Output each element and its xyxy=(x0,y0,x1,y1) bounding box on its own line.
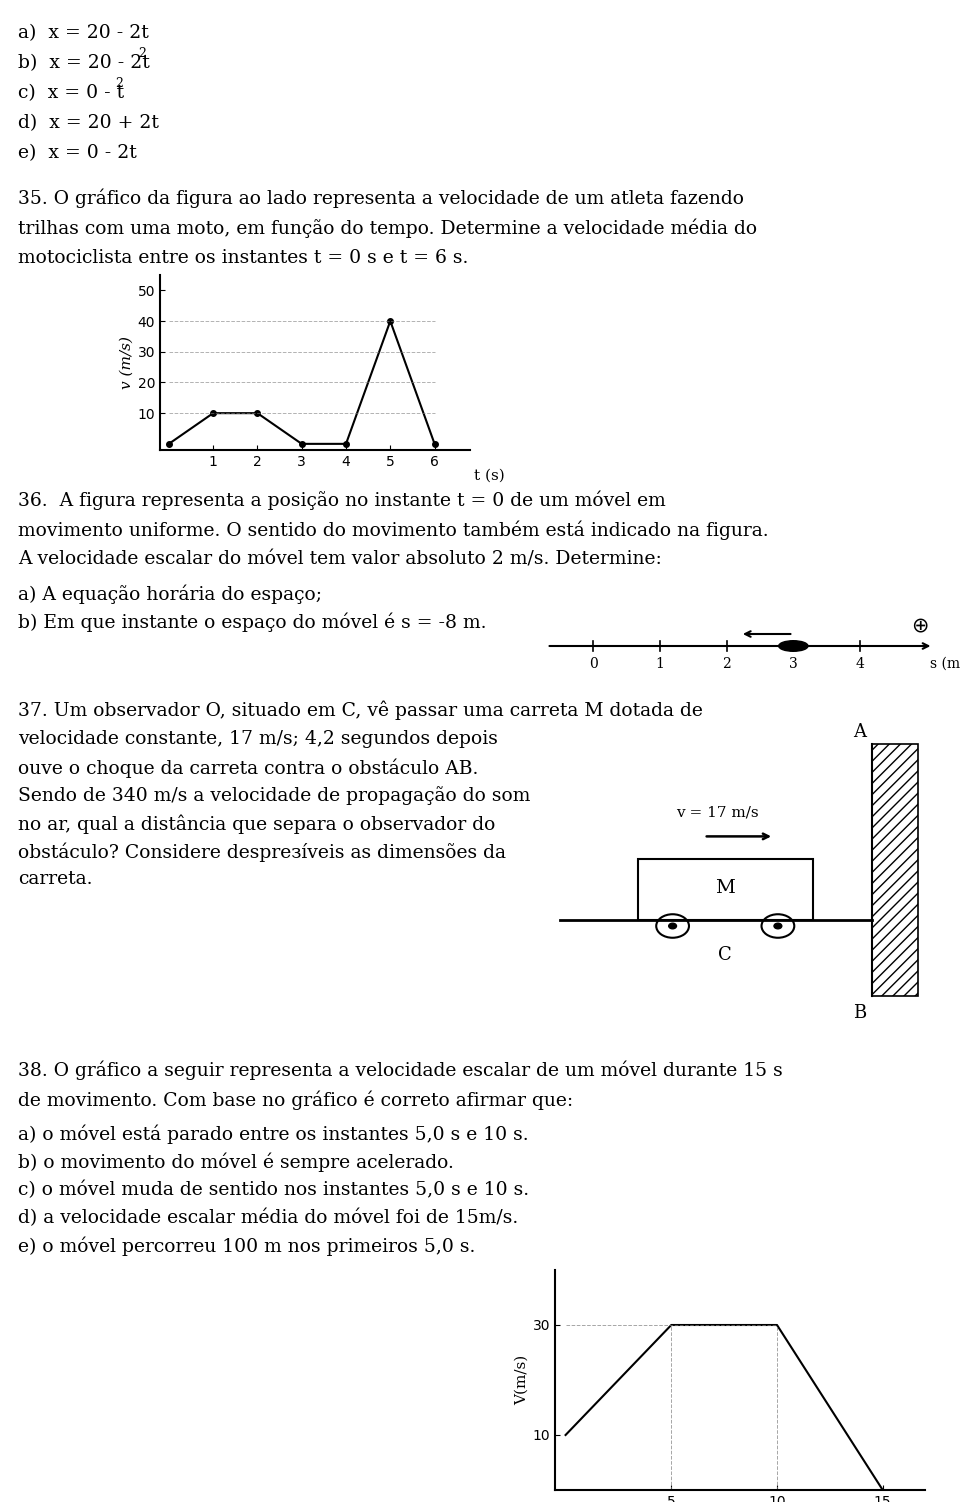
Text: c) o móvel muda de sentido nos instantes 5,0 s e 10 s.: c) o móvel muda de sentido nos instantes… xyxy=(18,1181,529,1200)
Text: c)  x = 0 - t: c) x = 0 - t xyxy=(18,84,124,102)
Text: 37. Um observador O, situado em C, vê passar uma carreta M dotada de: 37. Um observador O, situado em C, vê pa… xyxy=(18,700,703,719)
Text: a) o móvel está parado entre os instantes 5,0 s e 10 s.: a) o móvel está parado entre os instante… xyxy=(18,1125,529,1145)
Text: ouve o choque da carreta contra o obstáculo AB.: ouve o choque da carreta contra o obstác… xyxy=(18,759,478,778)
Text: A velocidade escalar do móvel tem valor absoluto 2 m/s. Determine:: A velocidade escalar do móvel tem valor … xyxy=(18,550,661,568)
Text: d) a velocidade escalar média do móvel foi de 15m/s.: d) a velocidade escalar média do móvel f… xyxy=(18,1209,518,1227)
Text: 0: 0 xyxy=(588,656,598,671)
Text: velocidade constante, 17 m/s; 4,2 segundos depois: velocidade constante, 17 m/s; 4,2 segund… xyxy=(18,730,498,748)
Text: B: B xyxy=(853,1005,867,1023)
Text: b)  x = 20 - 2t: b) x = 20 - 2t xyxy=(18,54,150,72)
Bar xyxy=(637,859,813,921)
Text: e) o móvel percorreu 100 m nos primeiros 5,0 s.: e) o móvel percorreu 100 m nos primeiros… xyxy=(18,1238,475,1257)
Text: 2: 2 xyxy=(138,47,146,60)
Bar xyxy=(872,743,919,996)
Text: A: A xyxy=(853,722,866,740)
Text: b) Em que instante o espaço do móvel é s = -8 m.: b) Em que instante o espaço do móvel é s… xyxy=(18,613,487,632)
Text: e)  x = 0 - 2t: e) x = 0 - 2t xyxy=(18,144,136,162)
Text: no ar, qual a distância que separa o observador do: no ar, qual a distância que separa o obs… xyxy=(18,814,495,834)
Text: s (m): s (m) xyxy=(930,656,960,671)
Text: 2: 2 xyxy=(115,77,123,90)
Text: Sendo de 340 m/s a velocidade de propagação do som: Sendo de 340 m/s a velocidade de propaga… xyxy=(18,786,530,805)
Text: v = 17 m/s: v = 17 m/s xyxy=(677,805,759,820)
Text: 35. O gráfico da figura ao lado representa a velocidade de um atleta fazendo: 35. O gráfico da figura ao lado represen… xyxy=(18,189,744,209)
Text: trilhas com uma moto, em função do tempo. Determine a velocidade média do: trilhas com uma moto, em função do tempo… xyxy=(18,219,757,239)
Y-axis label: V(m/s): V(m/s) xyxy=(515,1355,528,1406)
Text: b) o movimento do móvel é sempre acelerado.: b) o movimento do móvel é sempre acelera… xyxy=(18,1154,454,1173)
Text: 4: 4 xyxy=(855,656,864,671)
Y-axis label: v (m/s): v (m/s) xyxy=(119,336,133,389)
Text: motociclista entre os instantes t = 0 s e t = 6 s.: motociclista entre os instantes t = 0 s … xyxy=(18,249,468,267)
Text: de movimento. Com base no gráfico é correto afirmar que:: de movimento. Com base no gráfico é corr… xyxy=(18,1090,573,1110)
Text: 36.  A figura representa a posição no instante t = 0 de um móvel em: 36. A figura representa a posição no ins… xyxy=(18,490,665,509)
Text: 38. O gráfico a seguir representa a velocidade escalar de um móvel durante 15 s: 38. O gráfico a seguir representa a velo… xyxy=(18,1060,782,1080)
Circle shape xyxy=(774,924,781,928)
Circle shape xyxy=(779,641,808,652)
Text: movimento uniforme. O sentido do movimento também está indicado na figura.: movimento uniforme. O sentido do movimen… xyxy=(18,520,769,539)
Circle shape xyxy=(669,924,677,928)
Text: 3: 3 xyxy=(789,656,798,671)
Text: C: C xyxy=(718,946,732,964)
Text: M: M xyxy=(715,879,735,897)
Text: ⊕: ⊕ xyxy=(911,616,928,635)
Text: a) A equação horária do espaço;: a) A equação horária do espaço; xyxy=(18,584,322,604)
Text: obstáculo? Considere desprезíveis as dimensões da: obstáculo? Considere desprезíveis as dim… xyxy=(18,843,506,862)
Text: t (s): t (s) xyxy=(474,469,505,482)
Text: a)  x = 20 - 2t: a) x = 20 - 2t xyxy=(18,24,149,42)
Text: carreta.: carreta. xyxy=(18,870,92,888)
Text: d)  x = 20 + 2t: d) x = 20 + 2t xyxy=(18,114,158,132)
Text: 1: 1 xyxy=(656,656,664,671)
Text: 2: 2 xyxy=(722,656,732,671)
